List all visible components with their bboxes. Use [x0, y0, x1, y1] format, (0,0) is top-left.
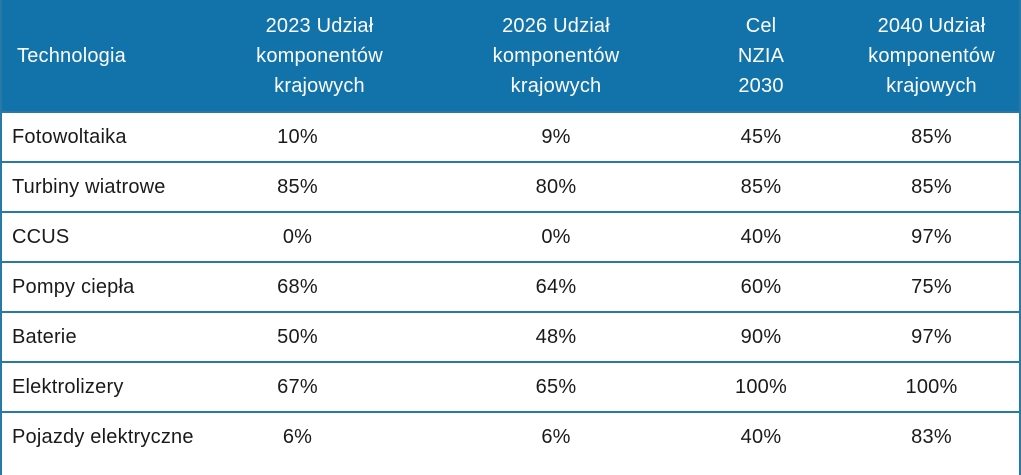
- value-cell-2026: 9%: [434, 111, 678, 162]
- technology-cell: Turbiny wiatrowe: [2, 161, 205, 212]
- technology-cell: Fotowoltaika: [2, 111, 205, 162]
- header-line: krajowych: [510, 74, 602, 97]
- table-row: Turbiny wiatrowe 85% 80% 85% 85%: [2, 161, 1019, 212]
- col-header-cel-nzia-2030: Cel NZIA 2030: [678, 0, 844, 112]
- value-cell-2023: 68%: [205, 261, 434, 312]
- value-cell-2026: 6%: [434, 411, 678, 462]
- table-row: Pojazdy elektryczne 6% 6% 40% 83%: [2, 411, 1019, 462]
- header-line: 2040 Udział: [877, 14, 986, 37]
- value-cell-nzia: 100%: [678, 361, 844, 412]
- technology-cell: CCUS: [2, 211, 205, 262]
- table-row: Baterie 50% 48% 90% 97%: [2, 311, 1019, 362]
- technology-cell: Baterie: [2, 311, 205, 362]
- header-line: NZIA: [737, 44, 785, 67]
- col-header-2023-udzial: 2023 Udział komponentów krajowych: [205, 0, 434, 112]
- table-row: Elektrolizery 67% 65% 100% 100%: [2, 361, 1019, 412]
- value-cell-2026: 64%: [434, 261, 678, 312]
- value-cell-2026: 65%: [434, 361, 678, 412]
- header-row: Technologia 2023 Udział komponentów kraj…: [2, 0, 1019, 112]
- technology-cell: Pompy ciepła: [2, 261, 205, 312]
- header-line: krajowych: [274, 74, 365, 97]
- value-cell-nzia: 90%: [678, 311, 844, 362]
- value-cell-nzia: 40%: [678, 411, 844, 462]
- table-row: CCUS 0% 0% 40% 97%: [2, 211, 1019, 262]
- technology-cell: Elektrolizery: [2, 361, 205, 412]
- col-header-2026-udzial: 2026 Udział komponentów krajowych: [434, 0, 678, 112]
- value-cell-2023: 85%: [205, 161, 434, 212]
- table-row: Pompy ciepła 68% 64% 60% 75%: [2, 261, 1019, 312]
- value-cell-2023: 50%: [205, 311, 434, 362]
- header-line: 2023 Udział: [265, 14, 374, 37]
- value-cell-2023: 10%: [205, 111, 434, 162]
- value-cell-nzia: 40%: [678, 211, 844, 262]
- header-line: 2026 Udział: [502, 14, 610, 37]
- domestic-components-table: Technologia 2023 Udział komponentów kraj…: [2, 0, 1019, 462]
- value-cell-nzia: 45%: [678, 111, 844, 162]
- value-cell-2026: 0%: [434, 211, 678, 262]
- value-cell-2040: 85%: [844, 161, 1019, 212]
- header-line: krajowych: [886, 74, 977, 97]
- value-cell-2023: 67%: [205, 361, 434, 412]
- value-cell-2040: 100%: [844, 361, 1019, 412]
- value-cell-2023: 0%: [205, 211, 434, 262]
- technology-cell: Pojazdy elektryczne: [2, 411, 205, 462]
- value-cell-2040: 97%: [844, 311, 1019, 362]
- col-header-2040-udzial: 2040 Udział komponentów krajowych: [844, 0, 1019, 112]
- value-cell-2040: 75%: [844, 261, 1019, 312]
- value-cell-nzia: 60%: [678, 261, 844, 312]
- value-cell-nzia: 85%: [678, 161, 844, 212]
- header-line: komponentów: [868, 44, 995, 67]
- table-row: Fotowoltaika 10% 9% 45% 85%: [2, 111, 1019, 162]
- value-cell-2040: 83%: [844, 411, 1019, 462]
- value-cell-2040: 85%: [844, 111, 1019, 162]
- table-body: Fotowoltaika 10% 9% 45% 85% Turbiny wiat…: [2, 111, 1019, 462]
- value-cell-2023: 6%: [205, 411, 434, 462]
- value-cell-2026: 80%: [434, 161, 678, 212]
- col-header-technologia: Technologia: [2, 0, 205, 112]
- header-line: komponentów: [492, 44, 620, 67]
- table-header: Technologia 2023 Udział komponentów kraj…: [2, 0, 1019, 112]
- header-line: 2030: [738, 74, 784, 97]
- value-cell-2040: 97%: [844, 211, 1019, 262]
- value-cell-2026: 48%: [434, 311, 678, 362]
- header-line: komponentów: [256, 44, 383, 67]
- header-line: Technologia: [17, 44, 126, 67]
- header-line: Cel: [745, 14, 777, 37]
